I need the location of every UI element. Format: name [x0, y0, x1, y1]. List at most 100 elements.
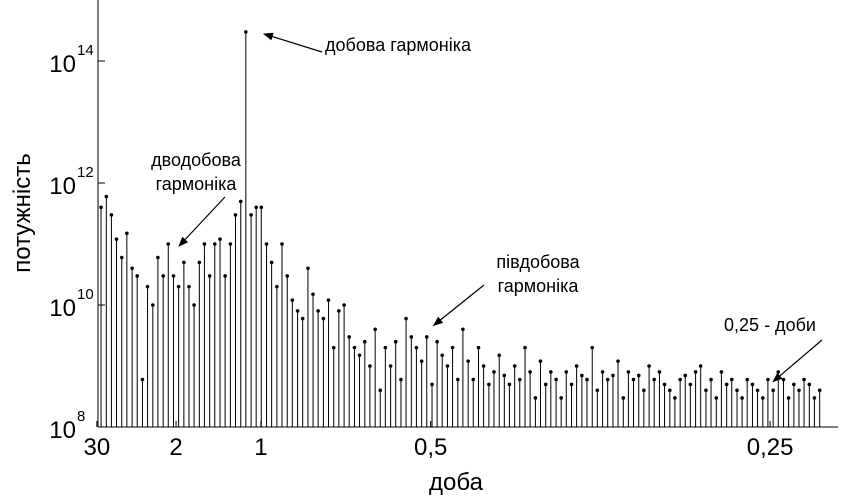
y-tick-label-exponent: 12: [77, 164, 94, 181]
stem-marker: [414, 345, 419, 350]
stem-marker: [450, 345, 455, 350]
stem-marker: [569, 382, 574, 387]
x-tick-label: 0,5: [414, 434, 447, 461]
stem-marker: [363, 339, 367, 344]
stem-marker: [507, 382, 512, 387]
stem-marker: [678, 377, 682, 382]
stem-marker: [517, 377, 522, 382]
stem-marker: [724, 382, 729, 387]
stem-marker: [399, 377, 403, 382]
stem-marker: [357, 353, 362, 358]
annotation-arrow: [178, 196, 226, 247]
stem-marker: [197, 260, 202, 265]
stem-marker: [735, 388, 739, 393]
stem-marker: [585, 377, 589, 382]
stem-marker: [99, 205, 103, 210]
stem-marker: [812, 396, 817, 400]
stem-marker: [580, 373, 584, 378]
stem-marker: [631, 377, 636, 382]
stem-marker: [192, 303, 196, 307]
stem-marker: [176, 284, 181, 289]
stem-marker: [683, 373, 688, 378]
stem-marker: [471, 377, 476, 382]
stem-marker: [456, 377, 460, 382]
stem-marker: [771, 388, 775, 393]
annotation-text: добова гармоніка: [325, 35, 472, 55]
stem-marker: [300, 316, 305, 321]
stem-marker: [238, 199, 243, 204]
stem-marker: [275, 284, 279, 289]
stem-marker: [161, 274, 165, 278]
stem-marker: [440, 353, 445, 358]
stem-marker: [714, 396, 719, 400]
stem-marker: [466, 359, 470, 363]
stem-marker: [781, 377, 786, 382]
stem-marker: [223, 274, 227, 278]
stem-marker: [595, 388, 600, 393]
stem-marker: [487, 382, 491, 387]
stem-marker: [543, 382, 548, 387]
stem-marker: [817, 388, 822, 393]
stem-marker: [745, 377, 749, 382]
stem-marker: [347, 335, 351, 339]
stem-marker: [740, 396, 744, 400]
y-tick-label-exponent: 14: [77, 42, 94, 59]
stem-marker: [761, 396, 765, 400]
stem-marker: [430, 382, 434, 387]
stem-marker: [636, 373, 641, 378]
stem-marker: [125, 231, 129, 236]
stem-marker: [218, 237, 222, 241]
stem-marker: [337, 309, 341, 313]
stem-marker: [574, 364, 579, 368]
annotation-arrow: [772, 339, 823, 383]
y-axis-title: потужність: [9, 153, 36, 272]
stem-marker: [642, 388, 646, 393]
y-tick-label-base: 10: [49, 51, 76, 78]
stem-marker: [109, 213, 114, 217]
stem-marker: [611, 373, 615, 378]
stem-marker: [729, 377, 734, 382]
stem-marker: [709, 377, 713, 382]
stem-marker: [802, 377, 806, 382]
x-ticks: 30 2 1 0,5 0,25: [84, 421, 793, 461]
stem-marker: [673, 396, 677, 400]
stem-marker: [461, 327, 465, 332]
stem-marker: [807, 382, 812, 387]
stem-marker: [693, 370, 698, 374]
stem-marker: [652, 377, 656, 382]
stem-marker: [228, 242, 233, 246]
stem-marker: [419, 359, 424, 363]
stem-marker: [481, 364, 486, 368]
stem-marker: [187, 284, 191, 289]
stem-marker: [549, 370, 553, 374]
stem-marker: [264, 242, 269, 246]
stem-marker: [657, 370, 662, 374]
x-axis-title: доба: [429, 469, 484, 496]
stem-marker: [404, 316, 408, 321]
stem-marker: [393, 339, 398, 344]
y-tick-label-base: 10: [49, 295, 76, 322]
stem-marker: [259, 205, 264, 210]
stem-marker: [156, 255, 160, 260]
stem-marker: [554, 377, 558, 382]
stem-marker: [140, 377, 145, 382]
stem-marker: [119, 255, 124, 260]
stem-marker: [719, 370, 724, 374]
stem-marker: [476, 345, 481, 350]
annotation-text: 0,25 - доби: [724, 315, 816, 335]
stem-marker: [249, 213, 253, 217]
stem-marker: [792, 382, 796, 387]
x-tick-label: 30: [84, 434, 111, 461]
stem-marker: [166, 242, 171, 246]
stem-marker: [564, 370, 569, 374]
stem-marker: [502, 373, 507, 378]
stem-marker: [776, 370, 781, 374]
stem-marker: [269, 260, 274, 265]
stem-marker: [316, 309, 320, 313]
stem-marker: [207, 274, 212, 278]
stem-marker: [668, 388, 672, 393]
stem-marker: [424, 335, 429, 339]
stem-marker: [212, 242, 217, 246]
stem-marker: [373, 327, 377, 332]
